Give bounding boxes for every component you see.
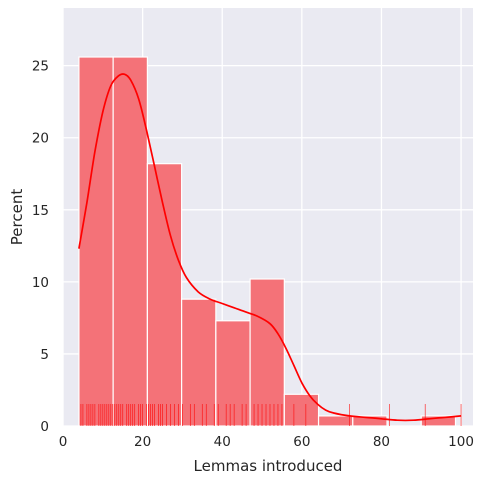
- y-tick-label: 5: [40, 347, 49, 363]
- y-tick-labels: 0 5 10 15 20 25: [32, 59, 49, 435]
- kde-curve: [78, 73, 462, 422]
- y-tick-label: 15: [32, 203, 49, 219]
- histogram-bar: [420, 415, 457, 427]
- x-tick-label: 60: [293, 434, 310, 450]
- histogram-bar: [181, 298, 217, 427]
- x-tick-label: 20: [134, 434, 151, 450]
- histogram-bar: [317, 415, 354, 427]
- y-tick-label: 20: [32, 131, 49, 147]
- y-tick-label: 25: [32, 59, 49, 75]
- histogram-bar: [352, 415, 388, 427]
- y-axis-label: Percent: [8, 189, 26, 246]
- rug-marks: [80, 404, 462, 426]
- histogram-bar: [215, 320, 251, 427]
- x-tick-label: 0: [59, 434, 68, 450]
- x-axis-label: Lemmas introduced: [194, 457, 343, 475]
- x-tick-label: 80: [373, 434, 390, 450]
- x-tick-labels: 0 20 40 60 80 100: [59, 434, 474, 450]
- histogram-bar: [146, 163, 183, 427]
- histogram-bar: [78, 56, 114, 427]
- x-tick-label: 40: [214, 434, 231, 450]
- x-tick-label: 100: [448, 434, 474, 450]
- histogram-bar: [249, 278, 285, 427]
- histogram-bars: [78, 56, 457, 427]
- y-tick-label: 10: [32, 275, 49, 291]
- y-tick-label: 0: [40, 419, 49, 435]
